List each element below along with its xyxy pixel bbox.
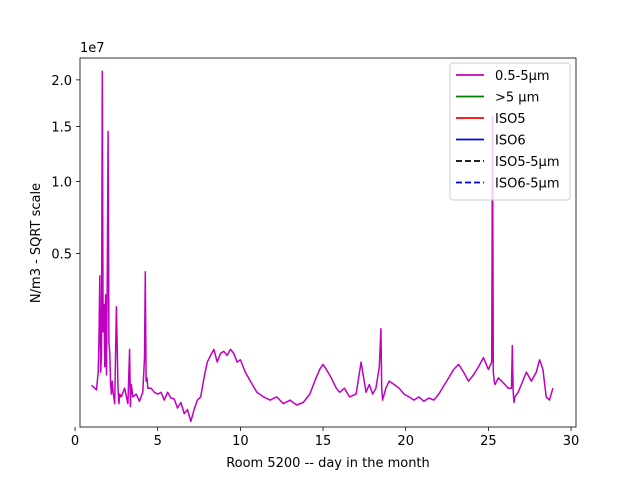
x-tick-label: 10 [232,434,249,449]
legend: 0.5-5µm >5 µm ISO5 ISO6 ISO5-5µm ISO6-5µm [449,62,571,201]
legend-label: 0.5-5µm [495,69,550,84]
y-tick-label: 1.0 [51,176,72,191]
y-tick-label: 0.5 [51,247,72,262]
y-axis-ticks: 0.5 1.0 1.5 2.0 [51,74,80,262]
legend-label: ISO6 [495,134,526,149]
x-tick-label: 25 [480,434,497,449]
legend-label: ISO6-5µm [495,177,560,192]
x-tick-label: 30 [563,434,580,449]
x-tick-label: 0 [71,434,79,449]
x-tick-label: 5 [154,434,162,449]
y-axis-label: N/m3 - SQRT scale [29,183,44,303]
y-axis-offset-label: 1e7 [80,41,105,56]
legend-label: >5 µm [495,91,539,106]
legend-label: ISO5-5µm [495,155,560,170]
y-tick-label: 1.5 [51,120,72,135]
legend-label: ISO5 [495,112,526,127]
series-layer [91,70,554,423]
x-tick-label: 15 [315,434,332,449]
series-line [91,70,554,423]
x-axis-ticks: 0 5 10 15 20 25 30 [71,427,579,449]
x-tick-label: 20 [397,434,414,449]
x-axis-label: Room 5200 -- day in the month [226,456,430,471]
y-tick-label: 2.0 [51,74,72,89]
